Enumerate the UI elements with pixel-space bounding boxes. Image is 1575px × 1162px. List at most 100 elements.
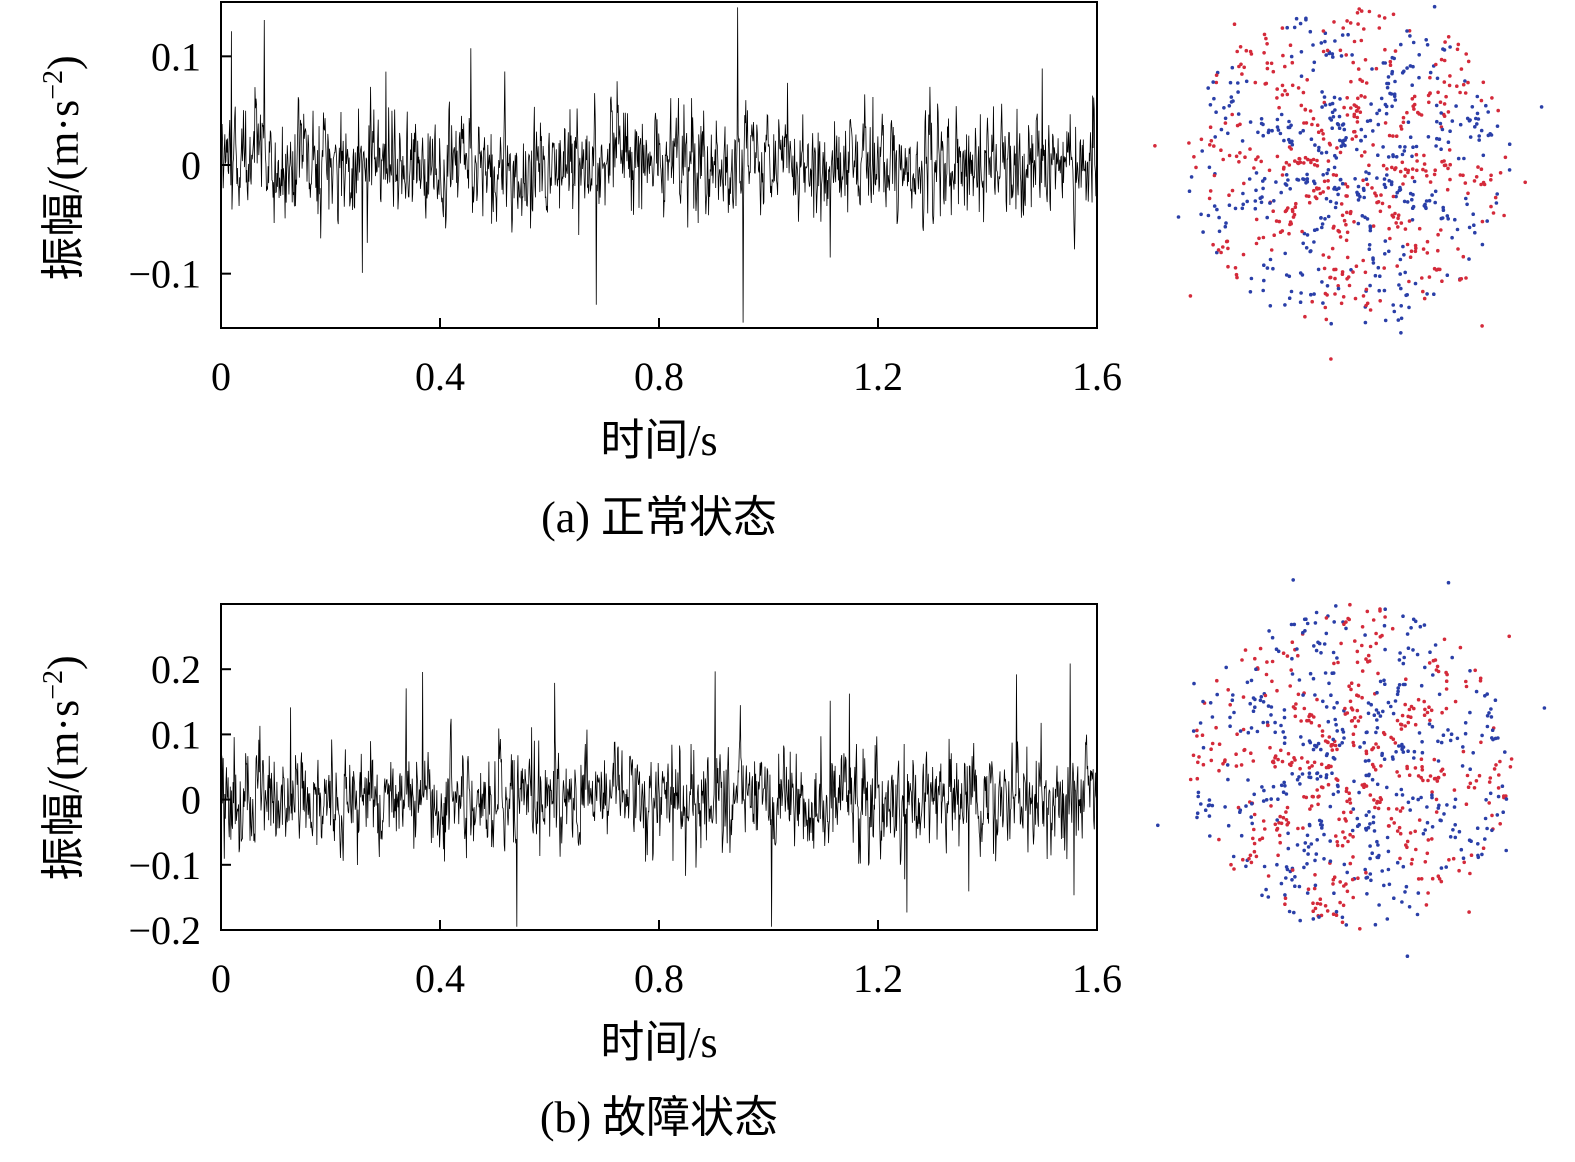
constellation-point <box>1426 838 1431 842</box>
constellation-point <box>1390 213 1394 218</box>
constellation-point <box>1256 155 1260 159</box>
constellation-point <box>1221 157 1225 162</box>
constellation-point <box>1436 232 1440 237</box>
constellation-point <box>1395 190 1399 195</box>
constellation-point <box>1395 829 1400 833</box>
constellation-point <box>1304 181 1308 185</box>
constellation-point <box>1332 706 1336 710</box>
constellation-point <box>1275 826 1280 831</box>
constellation-point <box>1209 747 1213 751</box>
constellation-point <box>1396 216 1400 221</box>
constellation-point <box>1293 159 1297 163</box>
constellation-point <box>1245 199 1249 204</box>
constellation-point <box>1280 93 1285 97</box>
constellation-point <box>1340 741 1344 745</box>
constellation-point <box>1292 910 1296 915</box>
constellation-point <box>1260 785 1264 789</box>
constellation-point <box>1324 53 1328 57</box>
constellation-point <box>1261 186 1265 191</box>
constellation-point <box>1399 727 1404 731</box>
constellation-point <box>1287 137 1291 142</box>
constellation-point <box>1271 266 1275 271</box>
constellation-point <box>1401 750 1406 754</box>
constellation-point <box>1322 832 1326 837</box>
constellation-point <box>1201 745 1206 750</box>
constellation-point <box>1270 659 1275 664</box>
constellation-point <box>1285 92 1290 97</box>
constellation-point <box>1290 772 1294 776</box>
constellation-point <box>1406 170 1410 175</box>
constellation-point <box>1326 782 1331 787</box>
constellation-point <box>1315 123 1320 127</box>
constellation-point <box>1469 853 1474 857</box>
constellation-point <box>1432 4 1437 9</box>
constellation-point <box>1346 839 1350 844</box>
constellation-point <box>1252 841 1257 846</box>
constellation-point <box>1337 743 1342 748</box>
constellation-point <box>1442 80 1447 84</box>
constellation-point <box>1461 173 1465 178</box>
constellation-point <box>1386 867 1391 872</box>
constellation-point <box>1321 699 1325 704</box>
constellation-point <box>1343 712 1348 716</box>
constellation-point <box>1464 679 1468 684</box>
constellation-point <box>1208 125 1213 129</box>
constellation-point <box>1391 153 1395 157</box>
constellation-point <box>1273 730 1277 735</box>
constellation-point <box>1277 105 1281 110</box>
constellation-point <box>1349 810 1353 814</box>
constellation-point <box>1410 154 1414 159</box>
constellation-point <box>1400 71 1405 75</box>
constellation-point <box>1312 163 1317 167</box>
constellation-point <box>1417 818 1422 822</box>
constellation-point <box>1333 39 1337 43</box>
constellation-point <box>1421 167 1425 172</box>
constellation-point <box>1330 748 1335 752</box>
constellation-point <box>1235 275 1239 280</box>
constellation-point <box>1280 759 1285 764</box>
constellation-point <box>1308 109 1313 113</box>
constellation-point <box>1370 851 1374 855</box>
constellation-point <box>1400 160 1405 165</box>
constellation-point <box>1439 216 1444 221</box>
constellation-point <box>1382 16 1387 20</box>
constellation-point <box>1241 727 1246 732</box>
constellation-point <box>1391 12 1396 17</box>
constellation-point <box>1312 292 1316 296</box>
constellation-point <box>1292 756 1296 760</box>
constellation-point <box>1398 272 1402 276</box>
constellation-point <box>1448 738 1453 743</box>
constellation-point <box>1315 158 1319 163</box>
constellation-point <box>1354 264 1359 269</box>
constellation-point <box>1401 115 1406 120</box>
constellation-point <box>1208 103 1213 107</box>
constellation-point <box>1450 655 1454 660</box>
constellation-point <box>1448 74 1452 78</box>
constellation-point <box>1440 127 1445 132</box>
constellation-point <box>1283 902 1287 906</box>
constellation-point <box>1324 775 1329 780</box>
constellation-point <box>1266 874 1271 878</box>
constellation-point <box>1489 133 1494 137</box>
constellation-point <box>1262 788 1266 793</box>
constellation-point <box>1230 188 1235 193</box>
constellation-point <box>1212 96 1216 101</box>
constellation-point <box>1287 296 1292 301</box>
constellation-point <box>1380 201 1385 206</box>
constellation-point <box>1437 692 1442 697</box>
constellation-point <box>1356 683 1361 688</box>
constellation-point <box>1392 94 1397 99</box>
constellation-point <box>1272 233 1276 237</box>
constellation-point <box>1341 295 1346 299</box>
constellation-point <box>1246 778 1250 782</box>
constellation-point <box>1410 218 1415 222</box>
constellation-point <box>1428 91 1432 96</box>
constellation-point <box>1428 774 1433 778</box>
constellation-point <box>1357 790 1361 795</box>
constellation-point <box>1275 117 1280 122</box>
constellation-point <box>1192 681 1196 686</box>
constellation-point <box>1298 300 1303 305</box>
constellation-point <box>1338 48 1343 53</box>
constellation-point <box>1295 843 1300 847</box>
constellation-point <box>1369 878 1373 883</box>
